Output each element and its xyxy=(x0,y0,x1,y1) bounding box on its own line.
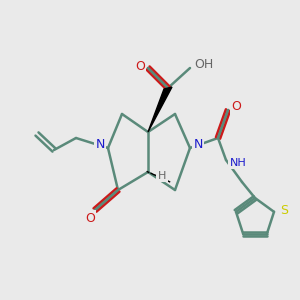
Text: O: O xyxy=(231,100,241,113)
Text: H: H xyxy=(158,171,166,181)
Text: O: O xyxy=(135,59,145,73)
Text: O: O xyxy=(85,212,95,224)
Text: N: N xyxy=(95,137,105,151)
Text: NH: NH xyxy=(230,158,246,168)
Text: OH: OH xyxy=(194,58,214,70)
Polygon shape xyxy=(148,87,172,132)
Text: S: S xyxy=(280,204,288,217)
Text: N: N xyxy=(193,137,203,151)
